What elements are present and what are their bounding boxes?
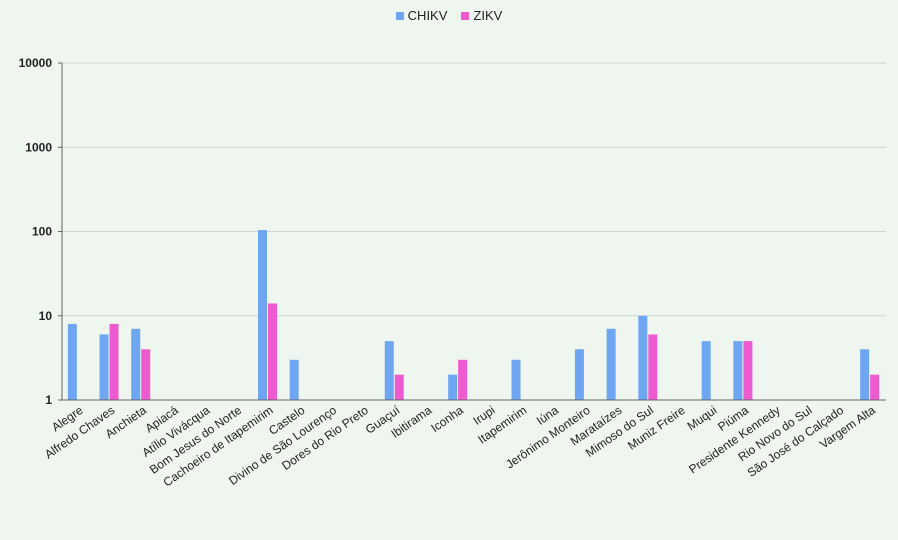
legend-label-zikv: ZIKV [473,8,503,23]
bar-chikv [733,341,743,400]
bar-chikv [860,349,870,400]
bar-chikv [289,359,299,400]
bar-chikv [638,315,648,400]
bar-chikv [701,341,711,400]
bar-chikv [511,359,521,400]
legend-swatch-zikv [461,11,470,20]
bar-chikv [448,374,458,400]
bar-chikv [67,323,77,400]
x-tick-label: Iconha [428,403,466,435]
bar-zikv [394,374,404,400]
bar-chikv [99,334,109,400]
bar-zikv [743,341,753,400]
bar-zikv [141,349,151,400]
y-tick-label: 1000 [25,140,52,154]
bar-zikv [648,334,658,400]
bar-chikv [606,328,616,400]
bar-zikv [870,374,880,400]
legend-item-chikv: CHIKV [395,8,448,23]
legend-label-chikv: CHIKV [407,8,448,23]
y-tick-label: 10000 [19,56,53,70]
legend-item-zikv: ZIKV [461,8,502,23]
bar-chikv [384,341,394,400]
bar-zikv [458,359,468,400]
x-tick-label: Muqui [685,403,720,433]
bar-chikv [574,349,584,400]
bar-zikv [109,323,119,400]
y-tick-label: 10 [39,309,53,323]
bar-zikv [268,303,277,400]
legend-swatch-chikv [395,11,404,20]
legend: CHIKV ZIKV [0,8,898,23]
bar-chikv [131,328,141,400]
bar-chikv [258,230,267,400]
y-tick-label: 100 [32,225,52,239]
y-tick-label: 1 [45,393,52,407]
